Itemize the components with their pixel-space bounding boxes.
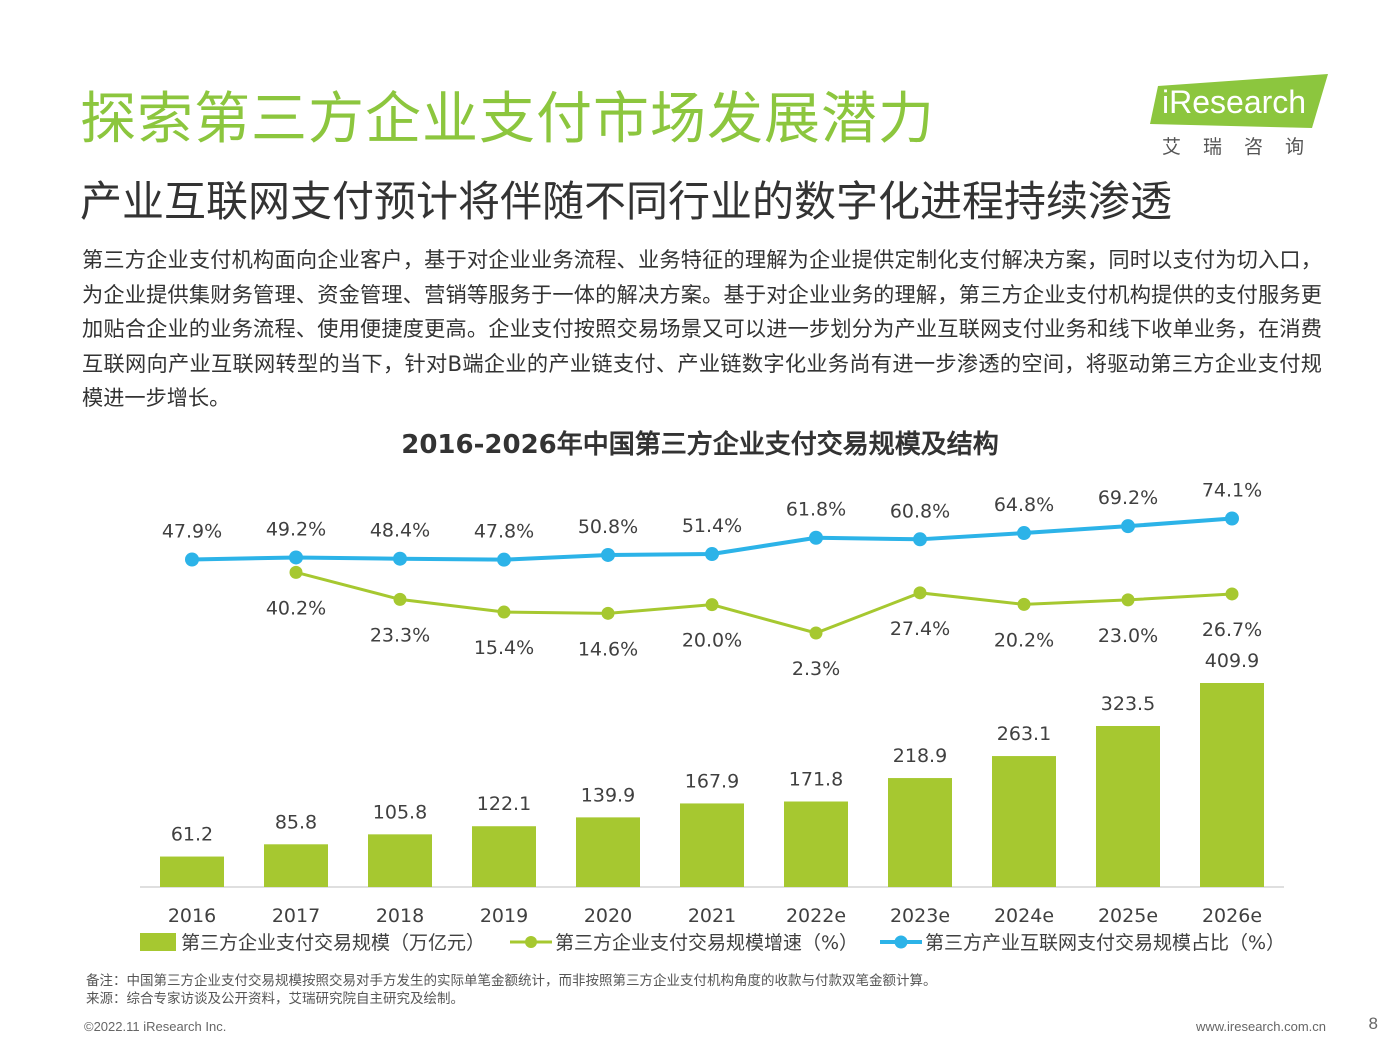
intro-paragraph: 第三方企业支付机构面向企业客户，基于对企业业务流程、业务特征的理解为企业提供定制…: [82, 247, 1322, 410]
x-tick-label: 2019: [480, 905, 528, 927]
bar: [992, 756, 1056, 887]
share-value-label: 48.4%: [370, 520, 430, 542]
note-line: 备注：中国第三方企业支付交易规模按照交易对手方发生的实际单笔金额统计，而非按照第…: [86, 973, 937, 989]
x-tick-label: 2017: [272, 905, 320, 927]
bar: [472, 826, 536, 887]
bar-value-label: 85.8: [275, 811, 317, 833]
bar: [680, 803, 744, 887]
growth-point: [1225, 587, 1239, 601]
share-value-label: 69.2%: [1098, 487, 1158, 509]
share-value-label: 50.8%: [578, 516, 638, 538]
growth-point: [289, 565, 303, 579]
growth-value-label: 40.2%: [266, 597, 326, 619]
x-tick-label: 2025e: [1098, 905, 1158, 927]
legend-share-label: 第三方产业互联网支付交易规模占比（%）: [925, 932, 1285, 954]
bar-value-label: 323.5: [1101, 693, 1155, 715]
combo-chart: 61.2 85.8 105.8 122.1 139.9 167.9 171.8 218.9 26…: [140, 479, 1285, 954]
growth-point: [601, 606, 615, 620]
share-value-label: 49.2%: [266, 518, 326, 540]
growth-point: [393, 592, 407, 606]
chart-title: 2016-2026年中国第三方企业支付交易规模及结构: [401, 430, 999, 460]
growth-point: [1121, 593, 1135, 607]
growth-point: [809, 626, 823, 640]
growth-point: [497, 605, 511, 619]
x-tick-label: 2023e: [890, 905, 950, 927]
growth-value-label: 27.4%: [890, 618, 950, 640]
bar-value-label: 167.9: [685, 770, 739, 792]
growth-line: [295, 570, 1233, 635]
share-point: [289, 550, 303, 565]
legend-bar-swatch: [140, 933, 176, 951]
iresearch-logo: iResearch 艾瑞咨询: [1150, 74, 1335, 160]
growth-value-label: 20.2%: [994, 629, 1054, 651]
x-tick-label: 2024e: [994, 905, 1054, 927]
legend-growth-marker: [525, 936, 537, 948]
bar-value-label: 61.2: [171, 824, 213, 846]
share-point: [809, 530, 823, 545]
copyright: ©2022.11 iResearch Inc.: [84, 1019, 227, 1034]
bar: [264, 844, 328, 887]
share-point: [185, 552, 199, 567]
bar: [784, 801, 848, 887]
growth-value-label: 20.0%: [682, 630, 742, 652]
share-point: [1121, 519, 1135, 534]
x-tick-label: 2018: [376, 905, 424, 927]
page-title: 探索第三方企业支付市场发展潜力: [80, 87, 935, 152]
share-value-label: 47.9%: [162, 521, 222, 543]
share-point: [1225, 511, 1239, 526]
chart-note: 备注：中国第三方企业支付交易规模按照交易对手方发生的实际单笔金额统计，而非按照第…: [86, 972, 937, 1008]
logo-text: iResearch: [1162, 84, 1307, 120]
growth-point: [1017, 597, 1031, 611]
bar-value-label: 263.1: [997, 723, 1051, 745]
bar: [888, 778, 952, 887]
x-tick-label: 2026e: [1202, 905, 1262, 927]
page-number: 8: [1368, 1014, 1378, 1033]
bar: [1096, 725, 1160, 887]
growth-value-label: 2.3%: [792, 658, 840, 680]
share-point: [601, 547, 615, 562]
bar: [1200, 683, 1264, 887]
x-tick-label: 2022e: [786, 905, 846, 927]
bar-value-label: 105.8: [373, 801, 427, 823]
share-value-label: 61.8%: [786, 499, 846, 521]
source-line: 来源：综合专家访谈及公开资料，艾瑞研究院自主研究及绘制。: [86, 991, 464, 1007]
growth-value-label: 15.4%: [474, 637, 534, 659]
share-value-label: 64.8%: [994, 494, 1054, 516]
bar-value-label: 218.9: [893, 745, 947, 767]
share-point: [393, 551, 407, 566]
share-point: [497, 552, 511, 567]
share-value-label: 74.1%: [1202, 479, 1262, 501]
bar: [368, 834, 432, 887]
bar-value-label: 171.8: [789, 768, 843, 790]
growth-value-label: 26.7%: [1202, 619, 1262, 641]
growth-point: [913, 586, 927, 600]
bar-value-label: 139.9: [581, 784, 635, 806]
legend-growth-label: 第三方企业支付交易规模增速（%）: [555, 932, 858, 954]
logo-badge: [1150, 74, 1328, 128]
share-point: [913, 532, 927, 547]
page-subtitle: 产业互联网支付预计将伴随不同行业的数字化进程持续渗透: [80, 177, 1173, 226]
legend-share-marker: [894, 935, 908, 949]
x-tick-label: 2021: [688, 905, 736, 927]
logo-subtext: 艾瑞咨询: [1162, 136, 1327, 158]
website-link[interactable]: www.iresearch.com.cn: [1195, 1019, 1326, 1034]
share-value-label: 51.4%: [682, 515, 742, 537]
x-tick-label: 2020: [584, 905, 632, 927]
growth-point: [705, 598, 719, 612]
share-value-label: 47.8%: [474, 521, 534, 543]
growth-value-label: 23.3%: [370, 624, 430, 646]
bar: [576, 817, 640, 887]
share-point: [1017, 526, 1031, 541]
share-value-label: 60.8%: [890, 500, 950, 522]
bar-value-label: 122.1: [477, 793, 531, 815]
bar-value-label: 409.9: [1205, 650, 1259, 672]
legend-bar-label: 第三方企业支付交易规模（万亿元）: [181, 932, 485, 954]
growth-value-label: 14.6%: [578, 638, 638, 660]
growth-value-label: 23.0%: [1098, 625, 1158, 647]
x-tick-label: 2016: [168, 905, 216, 927]
share-point: [705, 547, 719, 562]
bar: [160, 856, 224, 887]
